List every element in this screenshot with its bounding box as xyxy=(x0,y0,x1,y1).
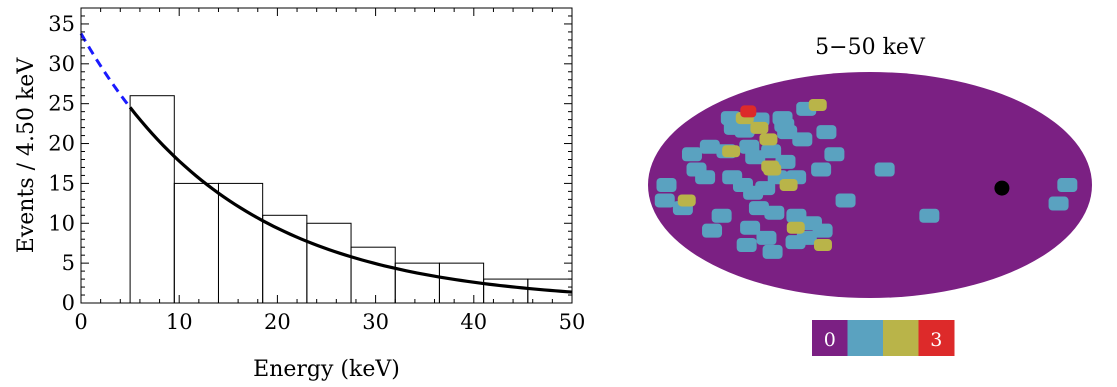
sky-cell xyxy=(702,223,723,238)
sky-cell xyxy=(722,145,741,158)
histogram-bar xyxy=(217,182,264,304)
x-tick-label: 0 xyxy=(74,310,87,334)
histogram-bar xyxy=(262,214,308,304)
colorbar-swatch xyxy=(918,320,955,356)
sky-cell xyxy=(808,98,827,111)
sky-cell xyxy=(764,205,785,220)
colorbar-swatch xyxy=(847,320,884,356)
x-tick-label: 30 xyxy=(362,310,389,334)
sky-cell xyxy=(654,193,675,208)
sky-cell xyxy=(739,139,760,154)
sky-cell xyxy=(755,181,776,196)
y-tick-label: 20 xyxy=(48,132,75,156)
sky-cell xyxy=(919,208,940,223)
sky-cell xyxy=(779,179,798,191)
sky-cell xyxy=(824,147,845,162)
sky-map-panel: 5−50 keV 0 3 xyxy=(648,35,1092,356)
sky-cell xyxy=(874,162,895,177)
sky-cell xyxy=(792,132,813,147)
histogram-panel: 0 10 20 30 40 50 0 5 10 15 20 25 30 35 Energy (keV) E… xyxy=(14,7,586,382)
colorbar-swatch xyxy=(883,320,919,356)
sky-map-background xyxy=(648,72,1092,298)
sky-cell xyxy=(748,201,769,216)
sky-cell xyxy=(1048,196,1069,211)
y-tick-label: 5 xyxy=(62,251,75,275)
sky-cell xyxy=(695,170,716,185)
fit-curve-extrapolated xyxy=(79,32,132,109)
y-tick-label: 10 xyxy=(48,211,75,235)
sky-cell xyxy=(750,121,769,134)
y-axis-title: Events / 4.50 keV xyxy=(14,57,39,254)
x-axis-title: Energy (keV) xyxy=(253,357,400,382)
sky-cell xyxy=(759,133,778,146)
sky-cell xyxy=(762,244,783,259)
y-tick-label: 25 xyxy=(48,92,75,116)
y-tick-label: 0 xyxy=(62,291,75,315)
source-marker xyxy=(994,180,1010,196)
sky-cell xyxy=(761,144,782,159)
sky-cell xyxy=(711,208,732,223)
colorbar-swatch xyxy=(812,320,848,356)
x-tick-label: 10 xyxy=(166,310,193,334)
sky-cell xyxy=(813,238,832,251)
sky-cell xyxy=(740,105,757,118)
x-tick-label: 20 xyxy=(264,310,291,334)
plot-frame xyxy=(80,7,573,304)
sky-map-cells xyxy=(654,98,1078,259)
sky-cell xyxy=(756,230,777,245)
x-tick-label: 40 xyxy=(460,310,487,334)
sky-cell xyxy=(656,178,677,192)
histogram-bars xyxy=(129,95,573,304)
histogram-bar xyxy=(306,222,352,304)
sky-cell xyxy=(677,194,696,207)
sky-cell xyxy=(761,160,780,173)
y-tick-label: 30 xyxy=(48,52,75,76)
histogram-bar xyxy=(350,246,396,304)
sky-cell xyxy=(745,150,766,165)
sky-cell xyxy=(816,125,837,140)
sky-cell xyxy=(811,162,832,177)
sky-cell xyxy=(786,221,805,234)
fit-curve xyxy=(128,106,573,294)
sky-cell xyxy=(740,220,761,235)
sky-cell xyxy=(785,235,806,250)
colorbar-label-max: 3 xyxy=(930,329,942,351)
sky-cell xyxy=(736,237,757,252)
histogram-bar xyxy=(129,95,175,304)
sky-cell xyxy=(812,223,833,238)
sky-cell xyxy=(699,139,720,154)
histogram-bar xyxy=(173,182,219,304)
y-tick-label: 35 xyxy=(48,12,75,36)
colorbar-label-min: 0 xyxy=(824,329,836,351)
sky-cell xyxy=(1057,178,1078,192)
colorbar xyxy=(812,320,955,356)
sky-cell xyxy=(786,208,807,223)
y-tick-label: 15 xyxy=(48,171,75,195)
sky-cell xyxy=(681,147,702,162)
sky-cell xyxy=(835,193,856,208)
sky-cell xyxy=(734,123,755,138)
x-tick-label: 50 xyxy=(559,310,586,334)
histogram-bar xyxy=(483,278,529,304)
axis-ticks: 0 10 20 30 40 50 0 5 10 15 20 25 30 35 xyxy=(48,7,586,334)
sky-cell xyxy=(777,125,798,140)
sky-map-title: 5−50 keV xyxy=(815,35,926,60)
